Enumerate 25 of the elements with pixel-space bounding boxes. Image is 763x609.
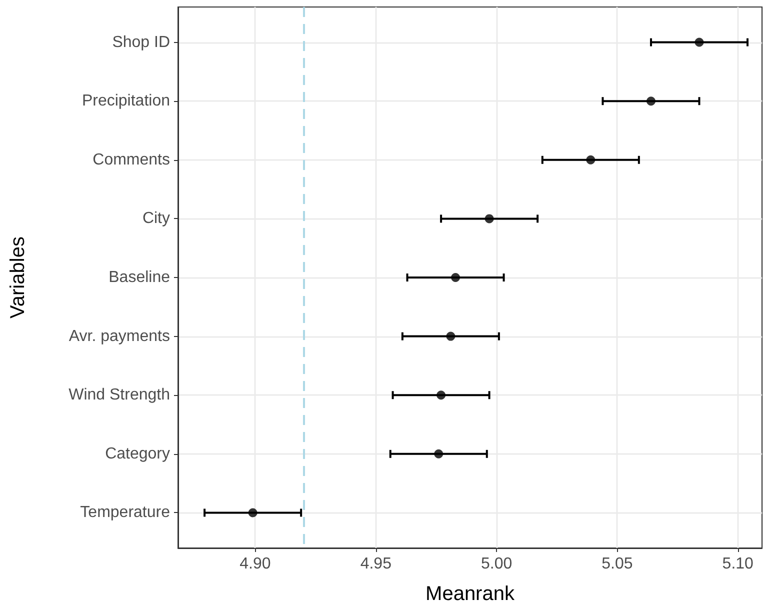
y-tick-label: Category xyxy=(105,445,170,462)
x-tick-label: 4.90 xyxy=(240,556,271,572)
x-tick-label: 4.95 xyxy=(360,556,392,572)
y-axis-title: Variables xyxy=(7,236,29,318)
point xyxy=(646,96,656,106)
x-axis-title: Meanrank xyxy=(426,583,516,605)
point xyxy=(451,273,460,282)
y-tick-label: Precipitation xyxy=(82,92,170,110)
point xyxy=(484,214,494,224)
y-tick-label: Baseline xyxy=(108,269,170,286)
x-tick-label: 5.10 xyxy=(722,556,754,572)
point xyxy=(586,155,596,164)
y-tick-label: Temperature xyxy=(80,504,170,522)
point xyxy=(446,332,456,341)
y-tick-label: City xyxy=(142,210,170,228)
y-tick-label: Shop ID xyxy=(112,34,170,51)
y-tick-label: Comments xyxy=(92,151,170,168)
point xyxy=(436,390,446,400)
y-tick-label: Wind Strength xyxy=(68,386,170,404)
x-tick-label: 5.05 xyxy=(602,556,633,572)
x-tick-label: 5.00 xyxy=(480,556,512,572)
point xyxy=(434,449,444,458)
y-tick-label: Avr. payments xyxy=(68,328,170,345)
point xyxy=(694,38,704,47)
point xyxy=(248,508,258,518)
